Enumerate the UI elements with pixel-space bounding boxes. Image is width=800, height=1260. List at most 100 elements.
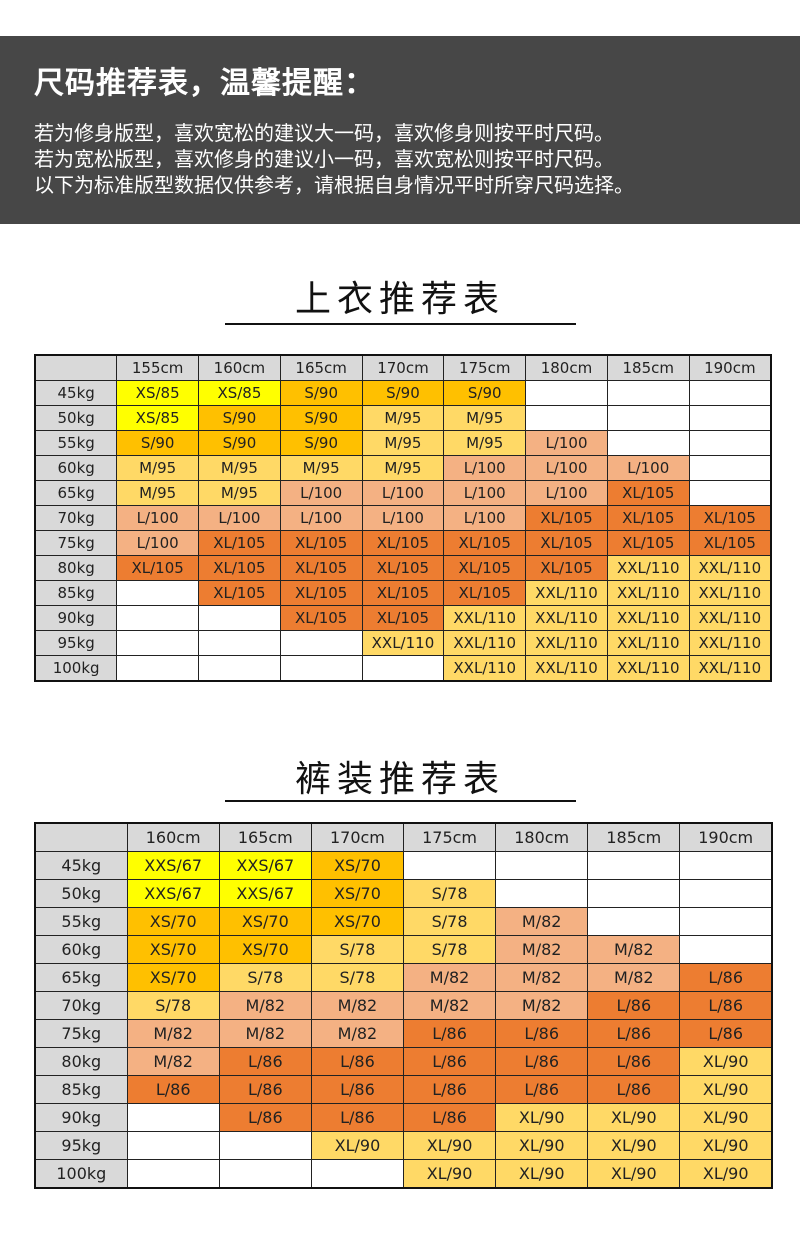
height-header: 175cm (443, 354, 527, 381)
size-cell (587, 879, 681, 908)
size-cell: XXL/110 (525, 655, 608, 682)
size-cell (126, 1103, 220, 1132)
size-cell: L/100 (116, 530, 200, 556)
size-cell: XL/105 (279, 605, 363, 631)
table-row: 85kg XL/105 XL/105 XL/105 XL/105 XXL/110 XXL/1… (34, 580, 772, 606)
size-cell (679, 907, 773, 936)
tops-section-title: 上衣推荐表 (294, 279, 505, 320)
size-cell: XS/70 (218, 907, 312, 936)
size-cell: XXL/110 (688, 655, 772, 682)
table-row: 95kg XL/90 XL/90 XL/90 XL/90 XL/90 (34, 1131, 773, 1160)
size-cell: M/82 (218, 1019, 312, 1048)
size-cell (679, 879, 773, 908)
banner-note-line: 若为宽松版型，喜欢修身的建议小一码，喜欢宽松则按平时尺码。 (34, 147, 614, 171)
size-cell: L/86 (679, 963, 773, 992)
size-cell (361, 655, 445, 682)
size-cell: M/95 (443, 430, 527, 456)
table-row: 50kg XS/85 S/90 S/90 M/95 M/95 (34, 405, 772, 431)
size-cell: M/82 (495, 963, 589, 992)
size-cell: S/90 (279, 430, 363, 456)
size-cell (116, 605, 200, 631)
size-cell: XXL/110 (443, 630, 527, 656)
size-cell (587, 851, 681, 880)
size-cell: XXL/110 (688, 605, 772, 631)
header-row: 155cm 160cm 165cm 170cm 175cm 180cm 185cm 190cm (34, 354, 772, 381)
size-cell: XL/105 (606, 530, 690, 556)
size-cell: M/82 (495, 991, 589, 1020)
size-cell: L/86 (402, 1103, 497, 1132)
size-cell: XL/105 (198, 580, 281, 606)
weight-label: 100kg (34, 655, 118, 682)
size-cell: XXL/110 (606, 605, 690, 631)
size-cell: XL/105 (116, 555, 200, 581)
size-cell: M/82 (587, 935, 681, 964)
size-cell: XL/90 (679, 1103, 773, 1132)
size-cell: XXL/110 (688, 580, 772, 606)
size-cell (606, 430, 690, 456)
size-cell: XL/105 (443, 555, 527, 581)
size-cell: S/78 (310, 935, 405, 964)
height-header: 155cm (116, 354, 200, 381)
size-cell: XL/90 (587, 1131, 681, 1160)
size-cell: XL/90 (679, 1159, 773, 1189)
weight-label: 85kg (34, 1075, 128, 1104)
weight-label: 60kg (34, 935, 128, 964)
size-cell (495, 879, 589, 908)
size-cell: XXL/110 (606, 580, 690, 606)
height-header: 185cm (587, 822, 681, 852)
size-cell: XS/70 (310, 851, 405, 880)
size-cell: XXL/110 (443, 605, 527, 631)
table-row: 85kg L/86 L/86 L/86 L/86 L/86 L/86 XL/90 (34, 1075, 773, 1104)
size-cell: XXL/110 (606, 555, 690, 581)
size-cell (525, 380, 608, 406)
table-row: 65kg XS/70 S/78 S/78 M/82 M/82 M/82 L/86 (34, 963, 773, 992)
size-cell: L/86 (679, 991, 773, 1020)
size-cell: M/95 (443, 405, 527, 431)
weight-label: 75kg (34, 530, 118, 556)
weight-label: 90kg (34, 1103, 128, 1132)
size-cell: S/90 (198, 430, 281, 456)
size-cell: XXL/110 (688, 630, 772, 656)
size-cell: XL/105 (525, 530, 608, 556)
size-cell: L/100 (525, 455, 608, 481)
height-header: 170cm (310, 822, 405, 852)
size-cell: S/90 (361, 380, 445, 406)
size-cell (679, 851, 773, 880)
size-cell: M/82 (402, 963, 497, 992)
size-cell: M/82 (126, 1019, 220, 1048)
size-cell: XL/105 (606, 505, 690, 531)
size-cell: XL/105 (443, 530, 527, 556)
size-cell: L/86 (218, 1047, 312, 1076)
size-cell: XS/70 (310, 879, 405, 908)
size-cell: M/82 (402, 991, 497, 1020)
size-cell: L/86 (310, 1047, 405, 1076)
size-cell: M/95 (116, 480, 200, 506)
size-cell (126, 1131, 220, 1160)
size-cell (218, 1159, 312, 1189)
weight-label: 45kg (34, 380, 118, 406)
size-cell: XL/105 (606, 480, 690, 506)
size-cell: L/86 (126, 1075, 220, 1104)
size-cell: M/95 (361, 430, 445, 456)
size-cell: M/82 (495, 935, 589, 964)
size-cell: XXS/67 (218, 851, 312, 880)
table-row: 90kg L/86 L/86 L/86 XL/90 XL/90 XL/90 (34, 1103, 773, 1132)
table-row: 65kg M/95 M/95 L/100 L/100 L/100 L/100 XL/105 (34, 480, 772, 506)
size-cell: XXL/110 (606, 655, 690, 682)
size-cell: S/78 (402, 879, 497, 908)
size-cell: M/95 (279, 455, 363, 481)
size-cell: XL/105 (361, 605, 445, 631)
size-cell: XL/90 (310, 1131, 405, 1160)
weight-label: 50kg (34, 879, 128, 908)
size-cell: XL/90 (495, 1103, 589, 1132)
weight-label: 95kg (34, 1131, 128, 1160)
size-cell: L/86 (495, 1075, 589, 1104)
table-row: 70kg L/100 L/100 L/100 L/100 L/100 XL/105 XL/10… (34, 505, 772, 531)
size-cell: XS/70 (310, 907, 405, 936)
size-cell: S/78 (402, 907, 497, 936)
size-cell: S/78 (310, 963, 405, 992)
size-cell: XL/105 (279, 580, 363, 606)
weight-label: 50kg (34, 405, 118, 431)
header-row: 160cm 165cm 170cm 175cm 180cm 185cm 190cm (34, 822, 773, 852)
size-cell: XL/90 (587, 1103, 681, 1132)
